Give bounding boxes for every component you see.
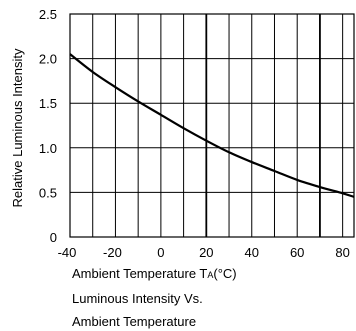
x-tick-labels: -40 -20 0 20 40 60 80	[58, 245, 350, 260]
y-tick-label: 1.0	[39, 141, 57, 156]
y-tick-labels: 0 0.5 1.0 1.5 2.0 2.5	[39, 7, 57, 245]
chart-title-line-1: Luminous Intensity Vs.	[72, 291, 203, 306]
x-axis-label-suffix: (°C)	[213, 266, 237, 281]
x-tick-label: -20	[103, 245, 122, 260]
x-axis-label-prefix: Ambient Temperature T	[72, 266, 208, 281]
grid	[70, 14, 354, 237]
x-tick-label: 60	[290, 245, 304, 260]
y-tick-label: 0	[50, 230, 57, 245]
y-tick-label: 0.5	[39, 185, 57, 200]
x-tick-label: 40	[245, 245, 259, 260]
x-axis-label-subscript: A	[207, 270, 214, 280]
x-tick-label: 20	[199, 245, 213, 260]
x-tick-label: 80	[335, 245, 349, 260]
plot-frame	[69, 13, 355, 238]
y-tick-label: 2.0	[39, 52, 57, 67]
chart-title-line-2: Ambient Temperature	[72, 314, 197, 329]
series-line	[69, 53, 355, 198]
y-tick-label: 2.5	[39, 7, 57, 22]
x-axis-label: Ambient Temperature TA(°C)	[72, 266, 237, 283]
chart: 0 0.5 1.0 1.5 2.0 2.5 -40 -20 0 20 40 60 80 Relativ…	[10, 7, 355, 260]
y-tick-label: 1.5	[39, 96, 57, 111]
y-axis-label: Relative Luminous Intensity	[10, 48, 25, 207]
x-tick-label: -40	[58, 245, 77, 260]
x-tick-label: 0	[157, 245, 164, 260]
